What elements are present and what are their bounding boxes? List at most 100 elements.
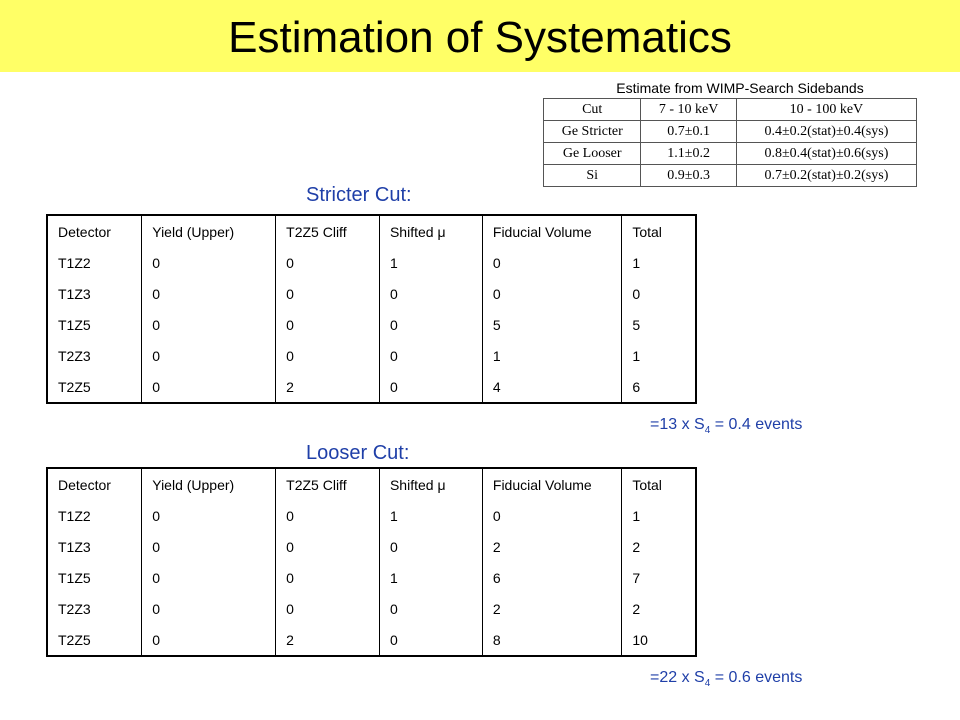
table-cell: 2 [275, 624, 380, 656]
table-cell: 2 [482, 593, 623, 624]
page-title: Estimation of Systematics [228, 13, 732, 62]
table-cell: 0 [379, 624, 483, 656]
inset-row: Ge Looser 1.1±0.2 0.8±0.4(stat)±0.6(sys) [542, 142, 918, 165]
inset-cell: Si [542, 164, 642, 187]
table-cell: T2Z3 [47, 340, 143, 371]
table-cell: 0 [275, 247, 380, 278]
table-cell: 0 [621, 278, 696, 309]
header-cell: Total [621, 468, 696, 500]
table-cell: 0 [141, 562, 277, 593]
table-cell: T2Z5 [47, 624, 143, 656]
table-cell: 4 [482, 371, 623, 403]
inset-cell: 0.8±0.4(stat)±0.6(sys) [735, 142, 918, 165]
inset-header-cell: Cut [542, 98, 642, 121]
table-row: T1Z2 0 0 1 0 1 [47, 500, 696, 531]
header-cell: Detector [47, 468, 143, 500]
inset-row: Si 0.9±0.3 0.7±0.2(stat)±0.2(sys) [542, 164, 918, 187]
table-cell: 1 [621, 340, 696, 371]
table-cell: 1 [482, 340, 623, 371]
table-cell: 0 [482, 278, 623, 309]
table-cell: 6 [621, 371, 696, 403]
inset-cell: 0.7±0.1 [640, 120, 737, 143]
table-cell: 0 [275, 593, 380, 624]
table-cell: T1Z5 [47, 562, 143, 593]
header-cell: Yield (Upper) [141, 215, 277, 247]
table-cell: 7 [621, 562, 696, 593]
table-header-row: Detector Yield (Upper) T2Z5 Cliff Shifte… [47, 215, 696, 247]
sideband-estimate-table: Cut 7 - 10 keV 10 - 100 keV Ge Stricter … [542, 98, 918, 194]
table-header-row: Detector Yield (Upper) T2Z5 Cliff Shifte… [47, 468, 696, 500]
table-cell: 0 [275, 562, 380, 593]
header-cell: Fiducial Volume [482, 468, 623, 500]
table-cell: 2 [621, 531, 696, 562]
table-cell: 1 [379, 500, 483, 531]
table-cell: 0 [141, 309, 277, 340]
header-cell: Detector [47, 215, 143, 247]
table-cell: 1 [621, 500, 696, 531]
table-row: T1Z2 0 0 1 0 1 [47, 247, 696, 278]
inset-header-cell: 10 - 100 keV [735, 98, 918, 121]
table-cell: 0 [482, 500, 623, 531]
header-cell: Shifted μ [379, 468, 483, 500]
table-cell: 0 [379, 278, 483, 309]
table-cell: 0 [275, 309, 380, 340]
table-cell: 10 [621, 624, 696, 656]
inset-cell: 0.7±0.2(stat)±0.2(sys) [735, 164, 918, 187]
stricter-cut-label: Stricter Cut: [306, 184, 412, 206]
inset-cell: 0.9±0.3 [640, 164, 737, 187]
table-cell: 2 [621, 593, 696, 624]
table-cell: 0 [275, 340, 380, 371]
table-cell: 0 [141, 278, 277, 309]
table-row: T1Z5 0 0 1 6 7 [47, 562, 696, 593]
table-cell: 0 [141, 500, 277, 531]
inset-cell: 0.4±0.2(stat)±0.4(sys) [735, 120, 918, 143]
inset-cell: Ge Looser [542, 142, 642, 165]
table-cell: 0 [379, 309, 483, 340]
table-cell: 0 [141, 371, 277, 403]
table-cell: 0 [275, 531, 380, 562]
table-cell: 0 [379, 593, 483, 624]
stricter-result-note: =13 x S4 = 0.4 events [650, 415, 802, 441]
note-subscript: 4 [704, 678, 711, 690]
table-row: T2Z5 0 2 0 8 10 [47, 624, 696, 656]
inset-header-cell: 7 - 10 keV [640, 98, 737, 121]
title-bar: Estimation of Systematics [0, 0, 960, 72]
table-cell: T2Z5 [47, 371, 143, 403]
stricter-cut-table: Detector Yield (Upper) T2Z5 Cliff Shifte… [46, 214, 697, 404]
inset-caption: Estimate from WIMP-Search Sidebands [616, 80, 864, 96]
table-cell: 0 [275, 278, 380, 309]
table-row: T1Z5 0 0 0 5 5 [47, 309, 696, 340]
header-cell: T2Z5 Cliff [275, 468, 380, 500]
table-cell: 8 [482, 624, 623, 656]
table-cell: 0 [275, 500, 380, 531]
table-cell: 0 [379, 531, 483, 562]
table-cell: T1Z3 [47, 531, 143, 562]
table-cell: 0 [482, 247, 623, 278]
header-cell: Yield (Upper) [141, 468, 277, 500]
table-cell: 0 [141, 593, 277, 624]
looser-result-note: =22 x S4 = 0.6 events [650, 668, 802, 694]
table-cell: 0 [379, 371, 483, 403]
note-text: = 0.6 events [710, 669, 803, 686]
note-text: =13 x S [650, 416, 705, 433]
table-row: T1Z3 0 0 0 0 0 [47, 278, 696, 309]
table-cell: 0 [141, 340, 277, 371]
table-cell: 5 [482, 309, 623, 340]
table-cell: 1 [379, 562, 483, 593]
table-cell: 0 [141, 531, 277, 562]
table-cell: T2Z3 [47, 593, 143, 624]
table-cell: 6 [482, 562, 623, 593]
table-cell: 1 [379, 247, 483, 278]
inset-header-row: Cut 7 - 10 keV 10 - 100 keV [542, 98, 918, 121]
header-cell: Total [621, 215, 696, 247]
note-text: = 0.4 events [710, 416, 803, 433]
table-cell: 2 [482, 531, 623, 562]
table-cell: T1Z5 [47, 309, 143, 340]
table-cell: T1Z2 [47, 500, 143, 531]
table-cell: 0 [141, 247, 277, 278]
looser-cut-label: Looser Cut: [306, 442, 410, 464]
table-cell: 2 [275, 371, 380, 403]
inset-cell: Ge Stricter [542, 120, 642, 143]
table-cell: 5 [621, 309, 696, 340]
table-row: T2Z3 0 0 0 2 2 [47, 593, 696, 624]
